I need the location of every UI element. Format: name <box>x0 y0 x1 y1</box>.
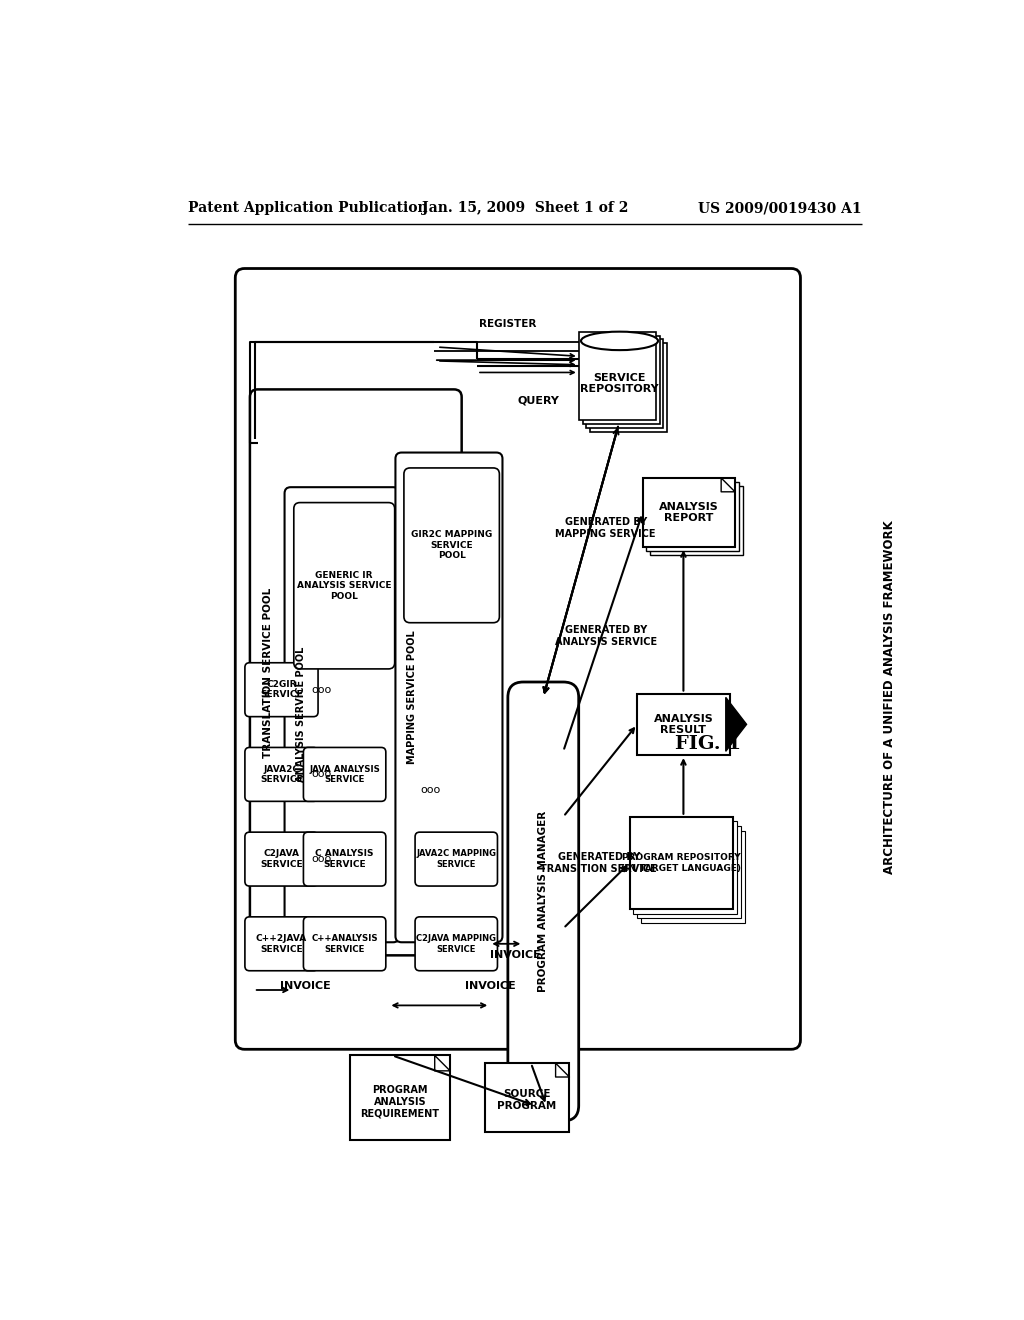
FancyBboxPatch shape <box>236 268 801 1049</box>
Bar <box>641 830 745 923</box>
Text: FIG. 1: FIG. 1 <box>675 735 741 752</box>
Text: INVOICE: INVOICE <box>490 950 541 961</box>
Bar <box>484 1063 569 1133</box>
Text: C2JAVA
SERVICE: C2JAVA SERVICE <box>260 849 303 869</box>
Text: ooo: ooo <box>421 785 441 795</box>
Text: ANALYSIS SERVICE POOL: ANALYSIS SERVICE POOL <box>296 647 306 783</box>
Text: PROGRAM
ANALYSIS
REQUIREMENT: PROGRAM ANALYSIS REQUIREMENT <box>360 1085 439 1118</box>
FancyBboxPatch shape <box>415 832 498 886</box>
Text: C++ANALYSIS
SERVICE: C++ANALYSIS SERVICE <box>311 935 378 953</box>
Text: JAVA ANALYSIS
SERVICE: JAVA ANALYSIS SERVICE <box>309 764 380 784</box>
Text: ARCHITECTURE OF A UNIFIED ANALYSIS FRAMEWORK: ARCHITECTURE OF A UNIFIED ANALYSIS FRAME… <box>883 520 896 874</box>
Text: GENERATED BY
MAPPING SERVICE: GENERATED BY MAPPING SERVICE <box>555 517 656 539</box>
Text: PROGRAM REPOSITORY
(IN TARGET LANGUAGE): PROGRAM REPOSITORY (IN TARGET LANGUAGE) <box>622 853 741 873</box>
FancyBboxPatch shape <box>395 453 503 942</box>
FancyBboxPatch shape <box>508 682 579 1121</box>
FancyBboxPatch shape <box>245 663 318 717</box>
FancyBboxPatch shape <box>303 832 386 886</box>
FancyBboxPatch shape <box>294 503 394 669</box>
Bar <box>630 817 733 909</box>
Text: QUERY: QUERY <box>518 396 559 407</box>
Text: C++2JAVA
SERVICE: C++2JAVA SERVICE <box>256 935 307 953</box>
Text: SERVICE
REPOSITORY: SERVICE REPOSITORY <box>581 372 658 395</box>
Bar <box>583 335 659 424</box>
Text: GENERIC IR
ANALYSIS SERVICE
POOL: GENERIC IR ANALYSIS SERVICE POOL <box>297 570 391 601</box>
Bar <box>637 826 741 919</box>
FancyBboxPatch shape <box>245 832 318 886</box>
Text: ANALYSIS
RESULT: ANALYSIS RESULT <box>653 714 714 735</box>
Bar <box>646 482 739 552</box>
Bar <box>634 821 737 913</box>
Bar <box>350 1056 451 1140</box>
Polygon shape <box>726 697 746 751</box>
Text: TRANSLATION SERVICE POOL: TRANSLATION SERVICE POOL <box>263 587 273 758</box>
FancyBboxPatch shape <box>250 389 462 956</box>
Text: SOURCE
PROGRAM: SOURCE PROGRAM <box>498 1089 557 1111</box>
Text: C2GIR
SERVICE: C2GIR SERVICE <box>260 680 303 700</box>
FancyBboxPatch shape <box>245 747 318 801</box>
Text: GENERATED BY
TRANSITION SERVICE: GENERATED BY TRANSITION SERVICE <box>541 853 657 874</box>
FancyBboxPatch shape <box>245 917 318 970</box>
Bar <box>650 486 742 554</box>
Text: JAVA2C MAPPING
SERVICE: JAVA2C MAPPING SERVICE <box>417 849 497 869</box>
Text: GIR2C MAPPING
SERVICE
POOL: GIR2C MAPPING SERVICE POOL <box>411 531 493 560</box>
Text: ooo: ooo <box>311 685 332 694</box>
Bar <box>637 693 730 755</box>
FancyBboxPatch shape <box>285 487 399 942</box>
Text: PROGRAM ANALYSIS MANAGER: PROGRAM ANALYSIS MANAGER <box>539 810 548 993</box>
Text: ANALYSIS
REPORT: ANALYSIS REPORT <box>658 502 719 524</box>
Text: GENERATED BY
ANALYSIS SERVICE: GENERATED BY ANALYSIS SERVICE <box>555 624 656 647</box>
FancyBboxPatch shape <box>415 917 498 970</box>
Text: C2JAVA MAPPING
SERVICE: C2JAVA MAPPING SERVICE <box>417 935 497 953</box>
Text: C ANALYSIS
SERVICE: C ANALYSIS SERVICE <box>315 849 374 869</box>
Text: INVOICE: INVOICE <box>465 981 515 991</box>
Ellipse shape <box>581 331 658 350</box>
Bar <box>579 331 655 420</box>
Bar <box>643 478 735 548</box>
Bar <box>587 339 664 428</box>
Text: MAPPING SERVICE POOL: MAPPING SERVICE POOL <box>407 631 417 764</box>
Text: JAVA2C
SERVICE: JAVA2C SERVICE <box>260 764 303 784</box>
Text: Jan. 15, 2009  Sheet 1 of 2: Jan. 15, 2009 Sheet 1 of 2 <box>422 202 628 215</box>
Text: ooo: ooo <box>311 854 332 865</box>
Text: REGISTER: REGISTER <box>479 319 537 329</box>
Text: INVOICE: INVOICE <box>280 981 331 991</box>
FancyBboxPatch shape <box>403 469 500 623</box>
Text: Patent Application Publication: Patent Application Publication <box>188 202 428 215</box>
FancyBboxPatch shape <box>303 747 386 801</box>
Bar <box>590 343 668 432</box>
Text: US 2009/0019430 A1: US 2009/0019430 A1 <box>698 202 862 215</box>
FancyBboxPatch shape <box>303 917 386 970</box>
Text: ooo: ooo <box>311 770 332 779</box>
